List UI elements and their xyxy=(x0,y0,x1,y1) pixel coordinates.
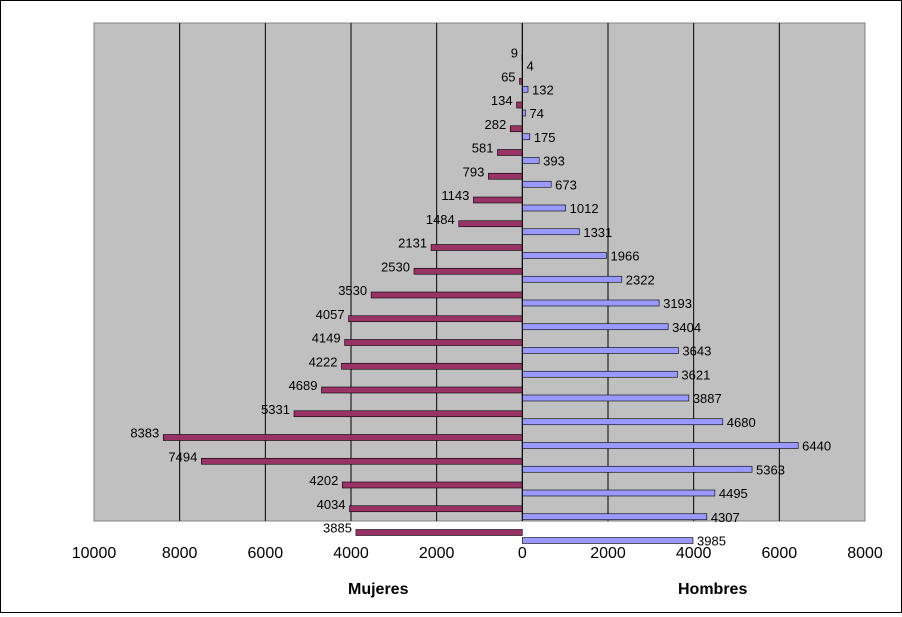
data-label-mujeres: 5331 xyxy=(261,402,290,417)
data-label-mujeres: 4057 xyxy=(316,307,345,322)
data-label-mujeres: 4034 xyxy=(317,497,346,512)
bar-hombres xyxy=(522,229,579,235)
bar-mujeres xyxy=(459,221,523,227)
bar-hombres xyxy=(522,490,715,496)
bar-hombres xyxy=(522,514,706,520)
bar-mujeres xyxy=(431,245,522,251)
data-label-hombres: 1966 xyxy=(611,249,640,264)
data-label-mujeres: 134 xyxy=(491,93,513,108)
data-label-hombres: 3643 xyxy=(682,344,711,359)
data-label-hombres: 1012 xyxy=(570,201,599,216)
data-label-hombres: 4307 xyxy=(711,510,740,525)
bar-mujeres xyxy=(414,268,522,274)
x-tick-label: 2000 xyxy=(590,545,626,562)
data-label-mujeres: 4689 xyxy=(289,378,318,393)
data-label-hombres: 132 xyxy=(532,82,554,97)
bar-mujeres xyxy=(294,411,522,417)
data-label-hombres: 4680 xyxy=(727,415,756,430)
x-tick-label: 2000 xyxy=(419,545,455,562)
data-label-hombres: 4 xyxy=(527,59,534,74)
bar-hombres xyxy=(522,466,752,472)
bar-hombres xyxy=(522,205,565,211)
data-label-hombres: 4495 xyxy=(719,486,748,501)
data-label-mujeres: 4202 xyxy=(309,473,338,488)
bar-mujeres xyxy=(473,197,522,203)
bar-hombres xyxy=(522,181,551,187)
bar-mujeres xyxy=(163,435,522,441)
bar-hombres xyxy=(522,348,678,354)
x-tick-label: 6000 xyxy=(248,545,284,562)
bar-hombres xyxy=(522,253,606,259)
bar-hombres xyxy=(522,538,693,544)
bar-mujeres xyxy=(356,530,522,536)
data-label-hombres: 74 xyxy=(530,106,544,121)
data-label-mujeres: 1484 xyxy=(426,212,455,227)
bar-hombres xyxy=(522,158,539,164)
bar-hombres xyxy=(522,300,659,306)
bar-mujeres xyxy=(342,482,522,488)
bar-hombres xyxy=(522,276,621,282)
data-label-mujeres: 3530 xyxy=(338,283,367,298)
data-label-mujeres: 3885 xyxy=(323,521,352,536)
bar-hombres xyxy=(522,443,798,449)
data-label-hombres: 1331 xyxy=(583,225,612,240)
data-label-mujeres: 4222 xyxy=(309,354,338,369)
data-label-hombres: 2322 xyxy=(626,272,655,287)
data-label-mujeres: 4149 xyxy=(312,331,341,346)
data-label-hombres: 393 xyxy=(543,154,565,169)
bar-mujeres xyxy=(201,458,522,464)
bar-mujeres xyxy=(349,316,523,322)
data-label-hombres: 3193 xyxy=(663,296,692,311)
data-label-mujeres: 9 xyxy=(511,46,518,61)
bar-mujeres xyxy=(341,363,522,369)
data-label-hombres: 5363 xyxy=(756,462,785,477)
data-label-hombres: 3887 xyxy=(693,391,722,406)
bar-hombres xyxy=(522,324,668,330)
data-label-mujeres: 581 xyxy=(472,141,494,156)
x-tick-label: 4000 xyxy=(333,545,369,562)
bar-mujeres xyxy=(321,387,522,393)
data-label-hombres: 3621 xyxy=(681,367,710,382)
bar-mujeres xyxy=(371,292,522,298)
data-label-mujeres: 2131 xyxy=(398,236,427,251)
left-axis-label: Mujeres xyxy=(348,581,408,599)
bar-hombres xyxy=(522,395,688,401)
data-label-mujeres: 8383 xyxy=(130,426,159,441)
right-axis-label: Hombres xyxy=(678,581,747,599)
bar-hombres xyxy=(522,419,722,425)
bar-hombres xyxy=(522,371,677,377)
x-tick-label: 8000 xyxy=(847,545,883,562)
data-label-mujeres: 7494 xyxy=(168,449,197,464)
x-tick-label: 0 xyxy=(518,545,527,562)
data-label-mujeres: 2530 xyxy=(381,259,410,274)
bar-mujeres xyxy=(517,102,523,108)
data-label-hombres: 3404 xyxy=(672,320,701,335)
x-tick-label: 6000 xyxy=(762,545,798,562)
data-label-hombres: 175 xyxy=(534,130,556,145)
x-tick-label: 8000 xyxy=(162,545,198,562)
bar-mujeres xyxy=(350,506,523,512)
bar-hombres xyxy=(522,134,529,140)
x-tick-label: 10000 xyxy=(72,545,117,562)
bar-hombres xyxy=(522,86,528,92)
bar-mujeres xyxy=(510,126,522,132)
data-label-mujeres: 1143 xyxy=(441,188,469,203)
bar-mujeres xyxy=(345,340,523,346)
bar-mujeres xyxy=(497,150,522,156)
data-label-hombres: 3985 xyxy=(697,534,726,549)
data-label-mujeres: 793 xyxy=(463,164,485,179)
bar-mujeres xyxy=(488,173,522,179)
data-label-mujeres: 282 xyxy=(485,117,507,132)
data-label-hombres: 6440 xyxy=(802,439,831,454)
data-label-mujeres: 65 xyxy=(501,69,515,84)
data-label-hombres: 673 xyxy=(555,177,577,192)
